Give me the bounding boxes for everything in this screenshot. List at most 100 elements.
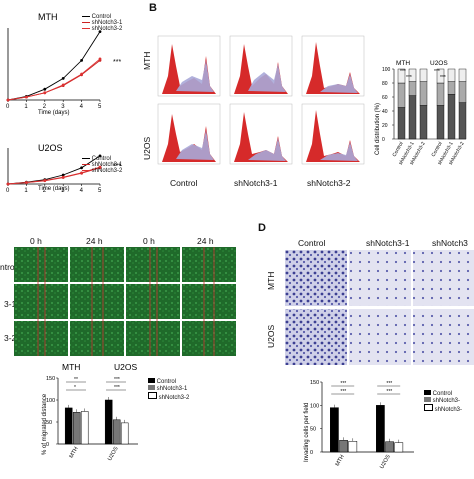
panel-c-time-2: 0 h xyxy=(143,236,155,246)
bar xyxy=(120,422,129,445)
y-tick-label: 100 xyxy=(382,67,391,73)
histogram-mth-shnotch3-2 xyxy=(301,35,365,97)
bar xyxy=(112,419,121,445)
x-tick-label: 5 xyxy=(98,188,102,194)
series-line xyxy=(7,58,101,101)
significance-label: ** xyxy=(74,377,78,383)
panel-c-time-1: 24 h xyxy=(86,236,103,246)
data-point xyxy=(61,83,65,87)
panel-c-row-3-1: 3-1 xyxy=(4,299,17,309)
panel-d-bar-chart: Invading cells per field 0 50 100 150 MTH U2O… xyxy=(300,370,474,474)
legend-item: Control xyxy=(148,378,189,385)
panel-c-legend: Control shNotch3-1 shNotch3-2 xyxy=(148,378,189,401)
significance-label: * xyxy=(74,385,76,391)
stacked-bar-segment xyxy=(436,105,445,140)
panel-d-row-u2os: U2OS xyxy=(266,324,276,348)
panel-d-legend: Control shNotch3- shNotch3- xyxy=(424,390,462,413)
bar xyxy=(104,399,113,445)
data-point xyxy=(80,72,83,76)
stacked-bar-segment xyxy=(397,107,406,140)
chart2-plot: 0 1 2 3 4 5 xyxy=(6,148,102,194)
bar xyxy=(330,407,339,453)
series-line xyxy=(7,60,101,101)
histogram-u2os-control xyxy=(157,103,221,165)
y-tick-label: 150 xyxy=(310,380,319,386)
data-point xyxy=(98,165,102,169)
legend-item: Control xyxy=(82,156,122,162)
bar xyxy=(80,411,89,445)
stacked-bar-segment xyxy=(458,81,467,103)
bar xyxy=(64,407,73,445)
legend-item: shNotch3-1 xyxy=(82,162,122,168)
x-tick-label: MTH xyxy=(69,446,80,459)
data-point xyxy=(80,166,83,170)
data-point xyxy=(98,154,102,158)
legend-item: Control xyxy=(424,390,462,397)
panel-b-group-mth: MTH xyxy=(396,60,410,67)
data-point xyxy=(61,77,65,80)
y-tick-label: 80 xyxy=(382,81,388,87)
bar xyxy=(72,412,81,445)
stacked-bar-segment xyxy=(397,82,406,108)
panel-b-letter: B xyxy=(149,2,157,14)
histogram-mth-shnotch3-1 xyxy=(229,35,293,97)
y-tick-label: 150 xyxy=(46,376,55,382)
data-point xyxy=(25,95,28,99)
stacked-bar-segment xyxy=(447,81,456,95)
chart2-xlabel: Time (days) xyxy=(38,186,69,192)
x-tick-label: 3 xyxy=(61,188,65,194)
panel-a: MTH 0 1 2 3 4 5 Time (days) *** U2OS 0 1 2 3 4 5 T… xyxy=(0,0,140,200)
data-point xyxy=(43,91,47,95)
y-tick-label: 0 xyxy=(382,137,385,143)
x-tick-label: 4 xyxy=(80,188,84,194)
y-tick-label: 60 xyxy=(382,95,388,101)
significance-label: *** xyxy=(340,381,346,387)
y-tick-label: 100 xyxy=(46,398,55,404)
panel-c-ylabel: % of migrated distance xyxy=(42,393,48,455)
y-tick-label: 100 xyxy=(310,403,319,409)
y-tick-label: 0 xyxy=(46,442,49,448)
x-tick-label: U2OS xyxy=(107,446,120,462)
invasion-u2os-shnotch3-2 xyxy=(413,309,474,365)
panel-b-row-label-u2os: U2OS xyxy=(142,136,152,160)
panel-c-bar-chart: MTH U2OS % of migrated distance 0 50 100 15… xyxy=(40,360,240,474)
panel-b-bar-svg: Cell distribution (%) MTH U2OS 0 20 40 60 80… xyxy=(375,60,467,166)
y-tick-label: 0 xyxy=(310,450,313,456)
panel-d-row-mth: MTH xyxy=(266,271,276,290)
data-point xyxy=(43,179,47,182)
stacked-bar-segment xyxy=(419,81,428,106)
panel-c-row-3-2: 3-2 xyxy=(4,333,17,343)
x-tick-label: 1 xyxy=(24,188,28,194)
y-tick-label: 40 xyxy=(382,109,388,115)
stacked-bar-segment xyxy=(419,68,428,82)
wound-u2os xyxy=(126,247,236,356)
x-tick-label: 4 xyxy=(80,104,84,110)
x-tick-label: MTH xyxy=(335,454,346,467)
x-tick-label: 2 xyxy=(43,104,47,110)
panel-c-bar-svg: MTH U2OS % of migrated distance 0 50 100 15… xyxy=(42,362,138,462)
panel-b-col-shnotch3-2: shNotch3-2 xyxy=(307,178,351,188)
panel-c-time-0: 0 h xyxy=(30,236,42,246)
legend-item: shNotch3-2 xyxy=(82,26,122,32)
panel-d-letter: D xyxy=(258,222,266,234)
chart1-plot: 0 1 2 3 4 5 xyxy=(6,28,102,110)
stacked-bar-segment xyxy=(408,81,417,96)
panel-c-title-u2os: U2OS xyxy=(114,362,137,372)
panel-d-bars: 0 50 100 150 MTH U2OS *** *** *** *** xyxy=(310,380,414,470)
legend-item: shNotch3-1 xyxy=(148,385,189,392)
panel-d-col-control: Control xyxy=(298,238,326,248)
data-point xyxy=(25,181,28,184)
legend-item: shNotch3-2 xyxy=(82,168,122,174)
histogram-mth-control xyxy=(157,35,221,97)
wound-mth xyxy=(14,247,124,356)
invasion-mth-shnotch3-1 xyxy=(349,250,411,306)
stacked-bar-segment xyxy=(458,102,467,140)
data-point xyxy=(43,87,47,91)
legend-item: shNotch3-2 xyxy=(148,392,189,401)
data-point xyxy=(98,30,102,33)
x-tick-label: 3 xyxy=(61,104,65,110)
series-line xyxy=(7,166,101,185)
data-point xyxy=(6,98,10,102)
